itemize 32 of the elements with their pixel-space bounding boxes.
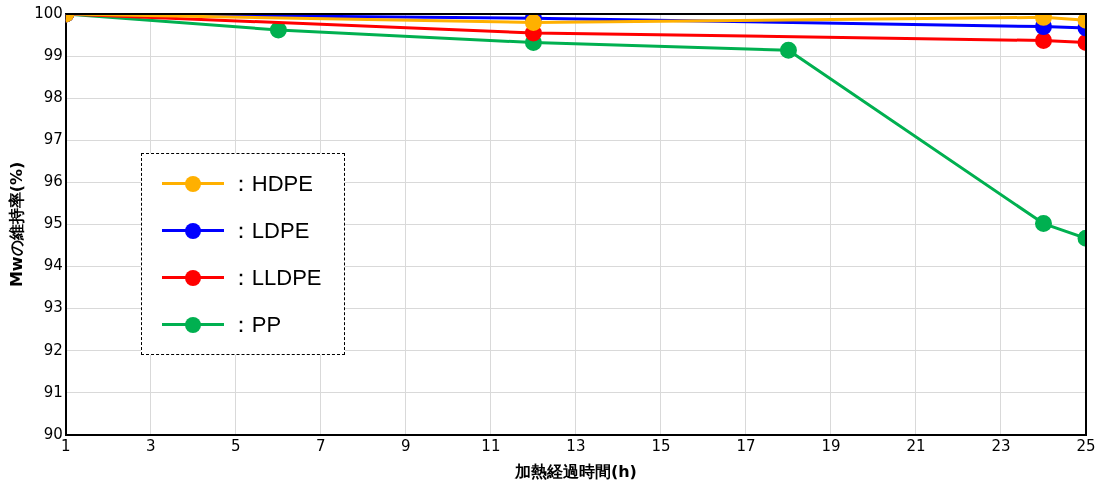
x-tick-label: 21	[906, 436, 926, 455]
x-tick-label: 11	[481, 436, 501, 455]
x-tick-label: 1	[61, 436, 71, 455]
x-tick-label: 23	[991, 436, 1011, 455]
y-tick-label: 90	[43, 424, 63, 443]
legend-label: ：PP	[229, 310, 282, 339]
y-tick-label: 93	[43, 298, 63, 317]
legend-label: ：LDPE	[229, 216, 310, 245]
x-tick-label: 15	[651, 436, 671, 455]
y-axis-title: Mwの維持率(%)	[6, 161, 26, 288]
x-tick-label: 9	[401, 436, 411, 455]
x-tick-label: 13	[566, 436, 586, 455]
point	[779, 41, 797, 59]
y-tick-label: 99	[43, 45, 63, 64]
y-tick-label: 92	[43, 340, 63, 359]
y-tick-label: 95	[43, 214, 63, 233]
x-axis-title: 加熱経過時間(h)	[513, 461, 637, 481]
x-tick-label: 5	[231, 436, 241, 455]
legend-label: ：HDPE	[229, 169, 313, 198]
legend-label: ：LLDPE	[229, 263, 322, 292]
x-tick-label: 19	[821, 436, 841, 455]
y-tick-label: 98	[43, 88, 63, 107]
x-tick-label: 3	[146, 436, 156, 455]
y-tick-label: 96	[43, 172, 63, 191]
point	[269, 21, 287, 39]
x-tick-label: 17	[736, 436, 756, 455]
y-tick-label: 97	[43, 130, 63, 149]
x-tick-label: 7	[316, 436, 326, 455]
x-tick-label: 25	[1076, 436, 1096, 455]
y-tick-label: 91	[43, 382, 63, 401]
y-tick-label: 100	[34, 3, 63, 22]
y-tick-label: 94	[43, 256, 63, 275]
